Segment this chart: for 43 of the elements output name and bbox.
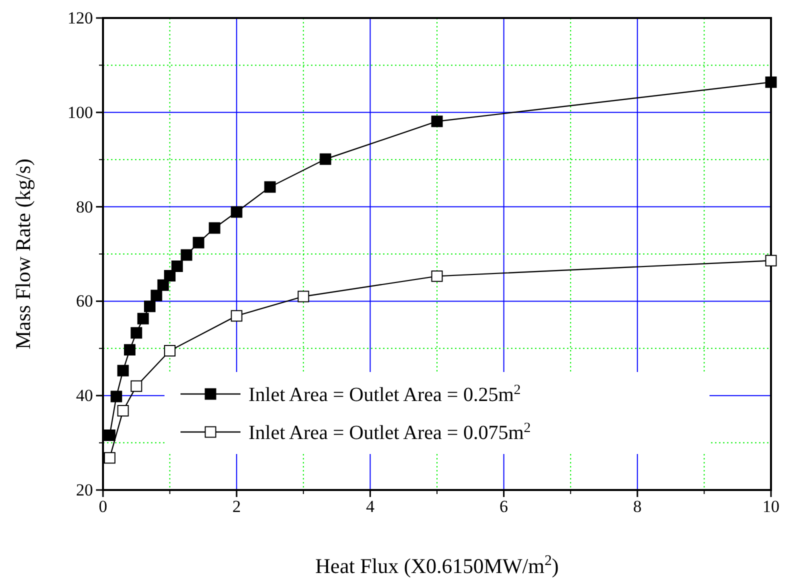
x-tick-label: 10 — [762, 497, 780, 516]
point — [264, 181, 276, 193]
point — [765, 76, 777, 88]
point — [130, 327, 142, 339]
y-tick-label: 100 — [68, 102, 93, 122]
point — [110, 390, 122, 402]
y-tick-label: 60 — [76, 292, 93, 311]
y-tick-label: 120 — [68, 8, 93, 28]
x-tick-label: 6 — [500, 497, 508, 516]
point — [104, 430, 116, 441]
point — [431, 116, 443, 128]
point — [180, 249, 192, 261]
point — [192, 236, 204, 248]
point — [117, 364, 129, 376]
point — [230, 310, 242, 322]
point — [144, 300, 156, 312]
point — [104, 452, 116, 464]
point — [208, 222, 220, 234]
point — [124, 344, 136, 356]
point — [298, 290, 310, 302]
point — [150, 290, 162, 302]
x-tick-label: 0 — [98, 497, 108, 516]
legend-label: Inlet Area = Outlet Area = 0.25m$^{2}$ — [248, 382, 521, 406]
point — [320, 153, 332, 165]
point — [230, 206, 242, 218]
y-tick-label: 80 — [76, 197, 93, 216]
y-tick-label: 20 — [76, 480, 93, 500]
point — [164, 270, 176, 282]
y-axis-title: Mass Flow Rate (kg/s) — [11, 158, 35, 350]
point — [130, 380, 142, 392]
x-tick-label: 4 — [366, 497, 375, 516]
point — [765, 254, 777, 266]
x-axis-title: Heat Flux (X0.6150MW/m$^{2}$) — [315, 553, 559, 578]
point — [137, 312, 149, 324]
legend-label: Inlet Area = Outlet Area = 0.075m$^{2}$ — [248, 420, 531, 444]
point — [431, 270, 443, 282]
point — [164, 345, 176, 357]
y-tick-label: 40 — [76, 386, 93, 406]
x-tick-label: 2 — [232, 497, 241, 516]
point — [117, 404, 129, 416]
point — [157, 279, 169, 291]
x-tick-label: 8 — [633, 497, 642, 516]
point — [171, 260, 183, 272]
